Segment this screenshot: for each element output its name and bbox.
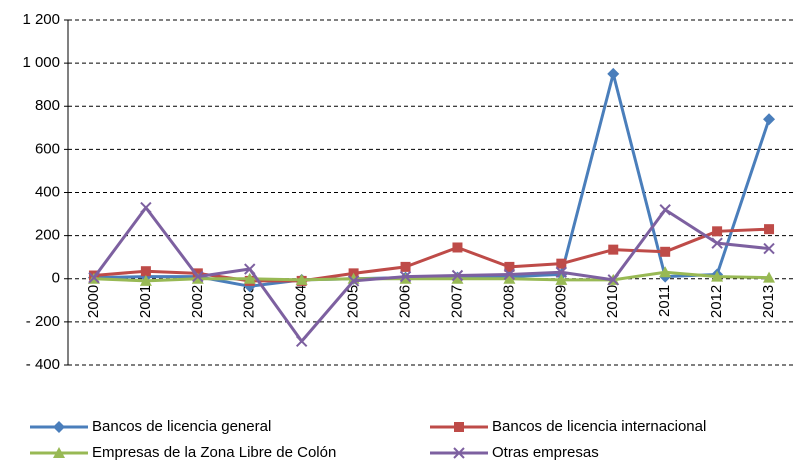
x-tick-label: 2007: [448, 285, 465, 318]
point: [451, 269, 464, 282]
x-tick-label: 2008: [500, 285, 517, 318]
point: [399, 270, 412, 283]
legend-label: Empresas de la Zona Libre de Colón: [92, 444, 336, 461]
point: [660, 246, 671, 257]
point: [139, 274, 152, 286]
x-tick-label: 2001: [137, 285, 154, 318]
point: [659, 204, 671, 216]
x-tick-label: 2000: [85, 285, 102, 318]
point: [556, 258, 567, 269]
point: [608, 244, 619, 255]
point: [711, 237, 723, 249]
point: [503, 272, 516, 284]
y-tick-label: 200: [35, 227, 60, 244]
point: [451, 272, 464, 284]
x-tick-label: 2011: [656, 285, 673, 317]
y-tick-label: 800: [35, 97, 60, 114]
point: [763, 271, 776, 283]
point: [452, 242, 463, 253]
point: [555, 273, 568, 285]
point: [607, 274, 619, 286]
x-tick-label: 2010: [604, 285, 621, 318]
point: [555, 266, 568, 278]
point: [295, 273, 308, 285]
legend-marker: [453, 447, 465, 459]
y-tick-label: - 400: [26, 356, 60, 373]
legend-label: Bancos de licencia general: [92, 418, 271, 435]
y-tick-label: 1 000: [22, 54, 60, 71]
point: [607, 67, 620, 80]
point: [244, 263, 256, 275]
point: [88, 271, 100, 284]
point: [140, 266, 151, 277]
point: [504, 261, 515, 272]
point: [711, 270, 724, 282]
point: [763, 113, 776, 126]
y-tick-label: 1 200: [22, 11, 60, 28]
y-tick-label: 600: [35, 140, 60, 157]
point: [503, 268, 516, 281]
point: [400, 261, 411, 272]
point: [763, 242, 775, 255]
point: [243, 272, 256, 284]
series-line: [92, 206, 770, 343]
x-tick-label: 2009: [552, 285, 569, 318]
point: [347, 275, 360, 287]
legend-label: Otras empresas: [492, 444, 599, 461]
legend-marker: [53, 447, 65, 458]
point: [140, 201, 152, 214]
y-tick-label: - 200: [26, 313, 60, 330]
point: [764, 224, 775, 235]
point: [295, 335, 308, 347]
point: [712, 226, 723, 237]
x-tick-label: 2012: [708, 285, 725, 318]
x-tick-label: 2006: [397, 285, 414, 318]
x-tick-label: 2004: [293, 285, 310, 318]
y-tick-label: 400: [35, 183, 60, 200]
x-tick-label: 2003: [241, 285, 258, 318]
point: [659, 266, 672, 278]
legend-marker: [454, 422, 464, 432]
legend-label: Bancos de licencia internacional: [492, 418, 706, 435]
x-tick-label: 2013: [760, 285, 777, 318]
x-tick-label: 2002: [189, 285, 206, 318]
x-tick-label: 2005: [345, 285, 362, 318]
y-tick-label: 0: [52, 270, 60, 287]
series-line: [93, 270, 770, 283]
legend-marker: [53, 421, 65, 433]
point: [192, 270, 204, 283]
